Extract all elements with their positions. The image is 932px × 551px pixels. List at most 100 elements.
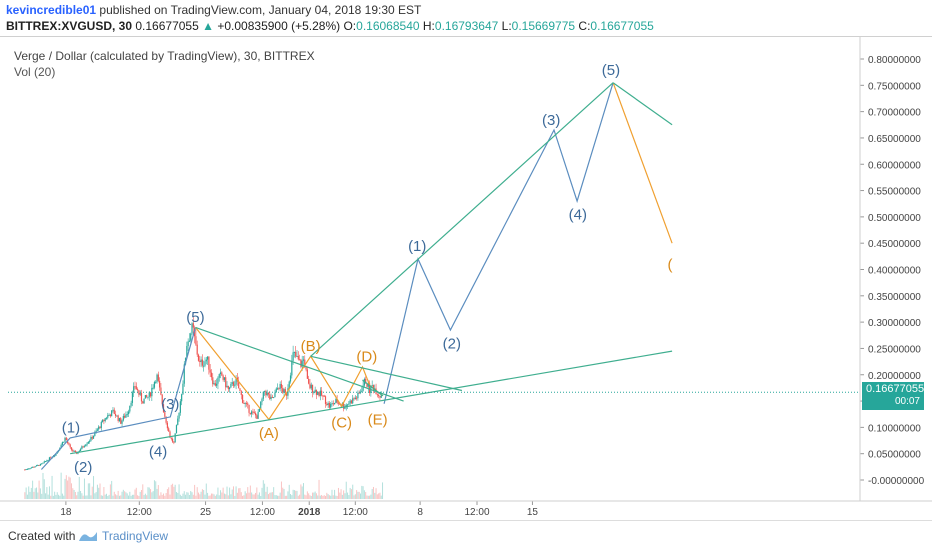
volume-bar [367,495,369,499]
candle-body [162,404,165,413]
volume-bar [369,495,371,499]
volume-bar [249,485,251,499]
volume-bar [238,488,240,499]
candle-body [186,345,188,359]
candle-body [152,387,154,389]
candle-body [380,395,382,398]
drawing-trend-down-2[interactable] [310,355,463,392]
candle-body [295,351,297,357]
candle-body [324,396,327,404]
chart-area[interactable]: (1) (2) (3) (4) (5) (A) (B) (C) (D) (E) (1) (2) (3) (… [0,36,932,521]
volume-bar [305,495,307,499]
candle-body [333,402,336,405]
candle-body [274,392,276,398]
candle-body [311,384,314,393]
drawing-projection-impulse[interactable] [383,82,614,404]
volume-bar [67,480,69,499]
candle-body [164,412,166,417]
candle-body [155,381,157,383]
volume-bar [122,489,124,499]
volume-bar [128,495,130,499]
candle-body [372,385,375,390]
candle-body [231,382,233,385]
x-tick-label: 2018 [298,507,321,518]
volume-bar [32,480,34,499]
candle-body [305,366,307,370]
author-link[interactable]: kevincredible01 [6,3,97,17]
candle-body [349,400,351,404]
candle-body [190,333,192,341]
volume-bar [216,494,218,499]
volume-bar [121,491,123,499]
candle-body [297,355,299,360]
y-tick-label: 0.35000000 [868,292,921,303]
drawing-trend-down-3[interactable] [612,82,673,126]
volume-bar [296,490,298,499]
candle-body [243,402,245,404]
volume-bar [186,492,188,499]
high-label: H: [422,19,435,33]
volume-bar [95,492,97,499]
candle-body [221,372,223,376]
candle-body [124,415,126,418]
volume-bar [151,492,153,499]
volume-bar [54,491,56,499]
drawing-trend-down[interactable] [195,326,404,402]
volume-bar [61,493,63,499]
y-tick-label: 0.80000000 [868,55,921,66]
volume-bar [34,488,36,499]
candle-body [260,401,262,409]
drawing-projection-decline[interactable] [612,82,673,244]
candle-body [114,414,117,416]
candle-body [107,415,109,418]
tradingview-brand[interactable]: TradingView [102,529,169,543]
candle-body [37,465,39,467]
volume-bar [137,495,139,499]
volume-bar [271,492,273,499]
volume-bar [321,494,323,499]
candle-body [310,384,312,389]
volume-bar [217,487,219,499]
candle-body [121,420,123,424]
volume-bar [225,494,227,499]
candle-body [366,383,368,387]
candle-body [91,437,93,439]
volume-bar [315,493,317,499]
drawing-trend-e[interactable] [362,379,384,397]
candle-body [96,429,99,431]
candle-body [328,403,330,408]
price-chart[interactable]: (1) (2) (3) (4) (5) (A) (B) (C) (D) (E) (1) (2) (3) (… [0,37,932,521]
volume-bar [374,492,376,499]
volume-bar [248,492,250,499]
volume-bar [76,495,78,499]
volume-bar [327,494,329,499]
close-value: 0.16677055 [590,19,654,33]
wave-label: (5) [186,309,204,326]
candle-body [278,388,280,390]
volume-bar [277,495,279,499]
candle-body [235,377,237,385]
drawing-impulse-early[interactable] [40,327,197,470]
volume-bar [319,495,321,499]
candle-body [43,461,45,463]
candle-body [252,411,254,413]
volume-bar [207,492,209,499]
candle-body [50,457,52,459]
candle-body [238,381,240,389]
volume-bar [291,495,293,499]
volume-bar [282,487,284,499]
volume-indicator-label[interactable]: Vol (20) [14,65,56,79]
candle-body [292,352,294,361]
volume-bar [354,494,356,499]
volume-bar [255,492,257,499]
drawing-trend-upper-long[interactable] [310,82,614,357]
candle-body [149,392,152,397]
volume-bar [330,495,332,499]
last-price: 0.16677055 [135,19,199,33]
volume-bar [134,489,136,499]
drawing-trend-lower[interactable] [70,350,673,455]
candle-body [197,354,200,361]
volume-bar [170,484,172,499]
volume-bar [46,487,48,499]
candle-body [257,411,259,419]
